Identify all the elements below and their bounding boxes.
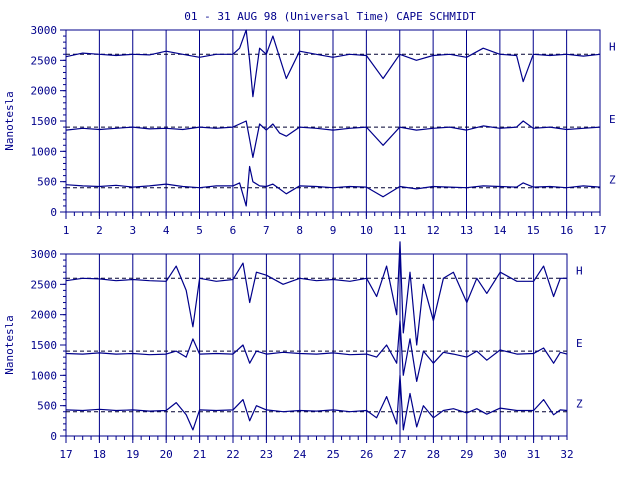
series-line-e <box>65 120 601 158</box>
x-tick-label: 6 <box>230 224 237 237</box>
chart-panel-bottom: 17 18 19 20 21 22 23 24 25 26 27 28 29 30 31 32 0 500 1000… <box>31 241 583 461</box>
x-tick-label: 29 <box>460 448 473 461</box>
y-tick-label: 1500 <box>31 115 58 128</box>
series-label-e: E <box>609 113 616 126</box>
x-tick-label: 13 <box>460 224 473 237</box>
x-tick-label: 3 <box>129 224 136 237</box>
y-tick-label: 1000 <box>31 369 58 382</box>
y-tick-label: 2500 <box>31 278 58 291</box>
x-tick-label: 26 <box>360 448 373 461</box>
x-tick-label: 8 <box>296 224 303 237</box>
series-label-z: Z <box>576 398 583 411</box>
series-line-z <box>65 374 568 431</box>
series-label-z: Z <box>609 174 616 187</box>
x-tick-label: 10 <box>360 224 373 237</box>
y-tick-label: 1500 <box>31 339 58 352</box>
x-tick-label: 1 <box>63 224 70 237</box>
x-tick-label: 5 <box>196 224 203 237</box>
y-tick-label: 3000 <box>31 248 58 261</box>
x-tick-label: 25 <box>327 448 340 461</box>
x-tick-label: 22 <box>226 448 239 461</box>
x-tick-label: 30 <box>494 448 507 461</box>
series-label-h: H <box>576 264 583 277</box>
x-tick-label: 31 <box>527 448 540 461</box>
series-label-e: E <box>576 337 583 350</box>
y-axis-label-bottom: Nanotesla <box>3 315 16 375</box>
series-line-h <box>65 241 567 346</box>
series-line-h <box>65 29 601 98</box>
x-tick-label: 14 <box>493 224 507 237</box>
y-tick-label: 2000 <box>31 309 58 322</box>
x-tick-label: 16 <box>560 224 573 237</box>
x-tick-label: 15 <box>527 224 540 237</box>
chart-title: 01 - 31 AUG 98 (Universal Time) CAPE SCH… <box>184 10 476 23</box>
series-line-z <box>65 165 601 207</box>
x-tick-label: 21 <box>193 448 206 461</box>
x-tick-label: 19 <box>126 448 139 461</box>
y-tick-label: 1000 <box>31 145 58 158</box>
y-tick-label: 3000 <box>31 24 58 37</box>
y-tick-label: 0 <box>50 430 57 443</box>
y-tick-label: 2000 <box>31 85 58 98</box>
x-tick-label: 23 <box>260 448 273 461</box>
x-tick-label: 9 <box>330 224 337 237</box>
x-tick-label: 2 <box>96 224 103 237</box>
x-tick-label: 32 <box>560 448 573 461</box>
x-tick-label: 17 <box>59 448 72 461</box>
x-tick-label: 28 <box>427 448 440 461</box>
x-tick-label: 7 <box>263 224 270 237</box>
x-tick-label: 20 <box>160 448 173 461</box>
series-label-h: H <box>609 40 616 53</box>
x-tick-label: 12 <box>427 224 440 237</box>
x-tick-label: 18 <box>93 448 106 461</box>
y-tick-label: 500 <box>37 176 57 189</box>
y-axis-label-top: Nanotesla <box>3 91 16 151</box>
x-tick-label: 17 <box>593 224 606 237</box>
y-tick-label: 2500 <box>31 54 58 67</box>
x-tick-label: 11 <box>393 224 406 237</box>
y-tick-label: 500 <box>37 400 57 413</box>
series-line-e <box>65 320 568 382</box>
y-tick-label: 0 <box>50 206 57 219</box>
x-tick-label: 4 <box>163 224 170 237</box>
x-tick-label: 24 <box>293 448 307 461</box>
x-tick-label: 27 <box>393 448 406 461</box>
chart-panel-top: 1 2 3 4 5 6 7 8 9 10 11 12 13 14 15 16 17050010001500200… <box>31 24 617 237</box>
